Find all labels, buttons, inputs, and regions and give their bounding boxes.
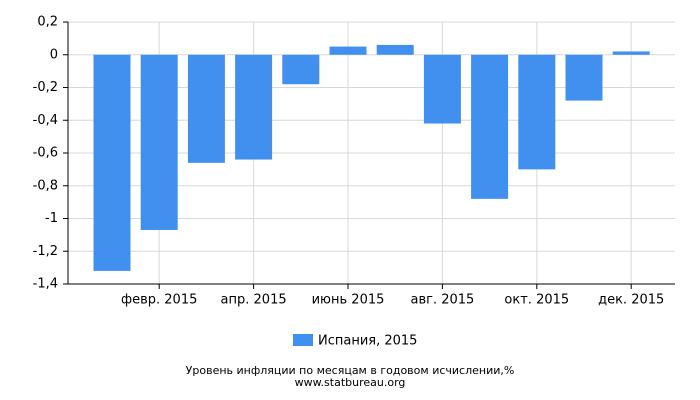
y-tick-label: 0 <box>50 47 58 62</box>
bar <box>282 54 320 85</box>
chart-subtitle: www.statbureau.org <box>295 376 406 389</box>
y-tick-label: -0,4 <box>33 113 58 128</box>
y-tick-label: -0,8 <box>33 178 58 193</box>
bar <box>423 54 461 124</box>
bar <box>376 44 414 55</box>
bar <box>235 54 273 160</box>
legend-swatch <box>293 334 313 346</box>
chart-title: Уровень инфляции по месяцам в годовом ис… <box>186 364 515 377</box>
y-tick-label: 0,2 <box>37 15 58 30</box>
bar <box>187 54 225 163</box>
x-tick-label: апр. 2015 <box>221 293 287 308</box>
x-tick-label: авг. 2015 <box>410 293 474 308</box>
bar <box>93 54 131 271</box>
x-tick-label: окт. 2015 <box>504 293 569 308</box>
y-tick-label: -0,6 <box>33 146 58 161</box>
y-tick-label: -1 <box>45 211 58 226</box>
x-tick-label: дек. 2015 <box>598 293 664 308</box>
x-tick-label: июнь 2015 <box>312 293 385 308</box>
bar <box>329 46 367 55</box>
y-tick-label: -0,2 <box>33 80 58 95</box>
y-tick-label: -1,2 <box>33 244 58 259</box>
y-tick-label: -1,4 <box>33 277 58 292</box>
bar <box>140 54 178 230</box>
bar <box>565 54 603 101</box>
bar <box>612 51 650 55</box>
bar <box>518 54 556 170</box>
legend-label: Испания, 2015 <box>318 334 417 349</box>
x-tick-label: февр. 2015 <box>121 293 197 308</box>
bar <box>471 54 509 199</box>
